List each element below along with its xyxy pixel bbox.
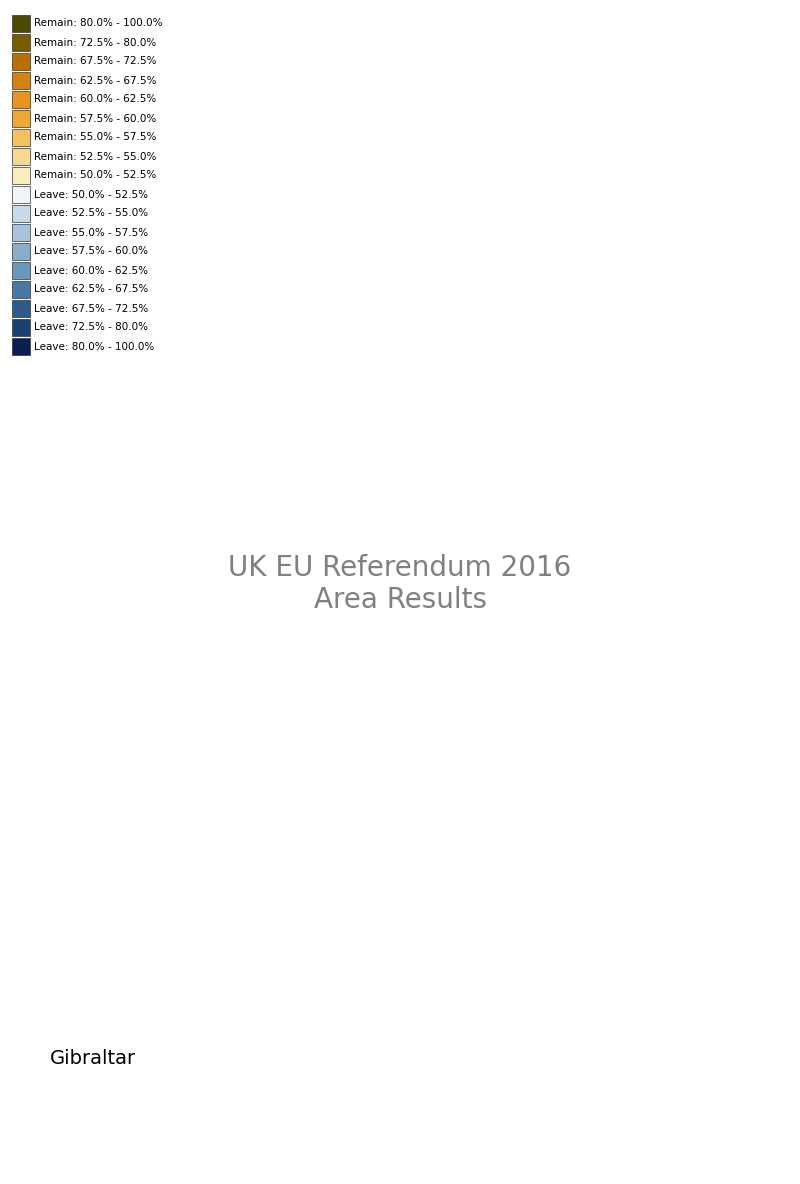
Bar xyxy=(12,318,30,336)
Text: Remain: 50.0% - 52.5%: Remain: 50.0% - 52.5% xyxy=(34,170,156,180)
Bar xyxy=(12,224,30,242)
Bar xyxy=(12,300,30,317)
Text: Remain: 62.5% - 67.5%: Remain: 62.5% - 67.5% xyxy=(34,76,157,85)
Text: Remain: 52.5% - 55.0%: Remain: 52.5% - 55.0% xyxy=(34,152,156,161)
Text: Leave: 80.0% - 100.0%: Leave: 80.0% - 100.0% xyxy=(34,341,154,352)
Bar xyxy=(12,167,30,184)
Bar xyxy=(12,91,30,108)
Bar xyxy=(12,34,30,51)
Text: Remain: 67.5% - 72.5%: Remain: 67.5% - 72.5% xyxy=(34,57,157,66)
Text: Leave: 72.5% - 80.0%: Leave: 72.5% - 80.0% xyxy=(34,322,148,333)
Bar xyxy=(12,262,30,279)
Bar xyxy=(12,129,30,146)
Text: Remain: 60.0% - 62.5%: Remain: 60.0% - 62.5% xyxy=(34,95,156,104)
Text: Leave: 67.5% - 72.5%: Leave: 67.5% - 72.5% xyxy=(34,303,148,314)
Bar xyxy=(12,205,30,223)
Text: Remain: 72.5% - 80.0%: Remain: 72.5% - 80.0% xyxy=(34,38,156,47)
Bar xyxy=(12,110,30,127)
Text: Remain: 80.0% - 100.0%: Remain: 80.0% - 100.0% xyxy=(34,19,162,28)
Text: Leave: 55.0% - 57.5%: Leave: 55.0% - 57.5% xyxy=(34,227,148,238)
Bar xyxy=(12,72,30,89)
Text: Leave: 57.5% - 60.0%: Leave: 57.5% - 60.0% xyxy=(34,246,148,257)
Text: UK EU Referendum 2016
Area Results: UK EU Referendum 2016 Area Results xyxy=(228,554,572,614)
Text: Remain: 57.5% - 60.0%: Remain: 57.5% - 60.0% xyxy=(34,114,156,123)
Text: Leave: 50.0% - 52.5%: Leave: 50.0% - 52.5% xyxy=(34,189,148,199)
Bar xyxy=(12,337,30,355)
Text: Leave: 60.0% - 62.5%: Leave: 60.0% - 62.5% xyxy=(34,265,148,276)
Bar xyxy=(12,243,30,260)
Bar xyxy=(12,186,30,202)
Bar xyxy=(12,15,30,32)
Bar xyxy=(12,53,30,70)
Bar xyxy=(12,148,30,165)
Text: Leave: 52.5% - 55.0%: Leave: 52.5% - 55.0% xyxy=(34,208,148,219)
Text: Gibraltar: Gibraltar xyxy=(50,1049,136,1068)
Bar xyxy=(12,281,30,298)
Text: Leave: 62.5% - 67.5%: Leave: 62.5% - 67.5% xyxy=(34,284,148,295)
Text: Remain: 55.0% - 57.5%: Remain: 55.0% - 57.5% xyxy=(34,133,156,142)
